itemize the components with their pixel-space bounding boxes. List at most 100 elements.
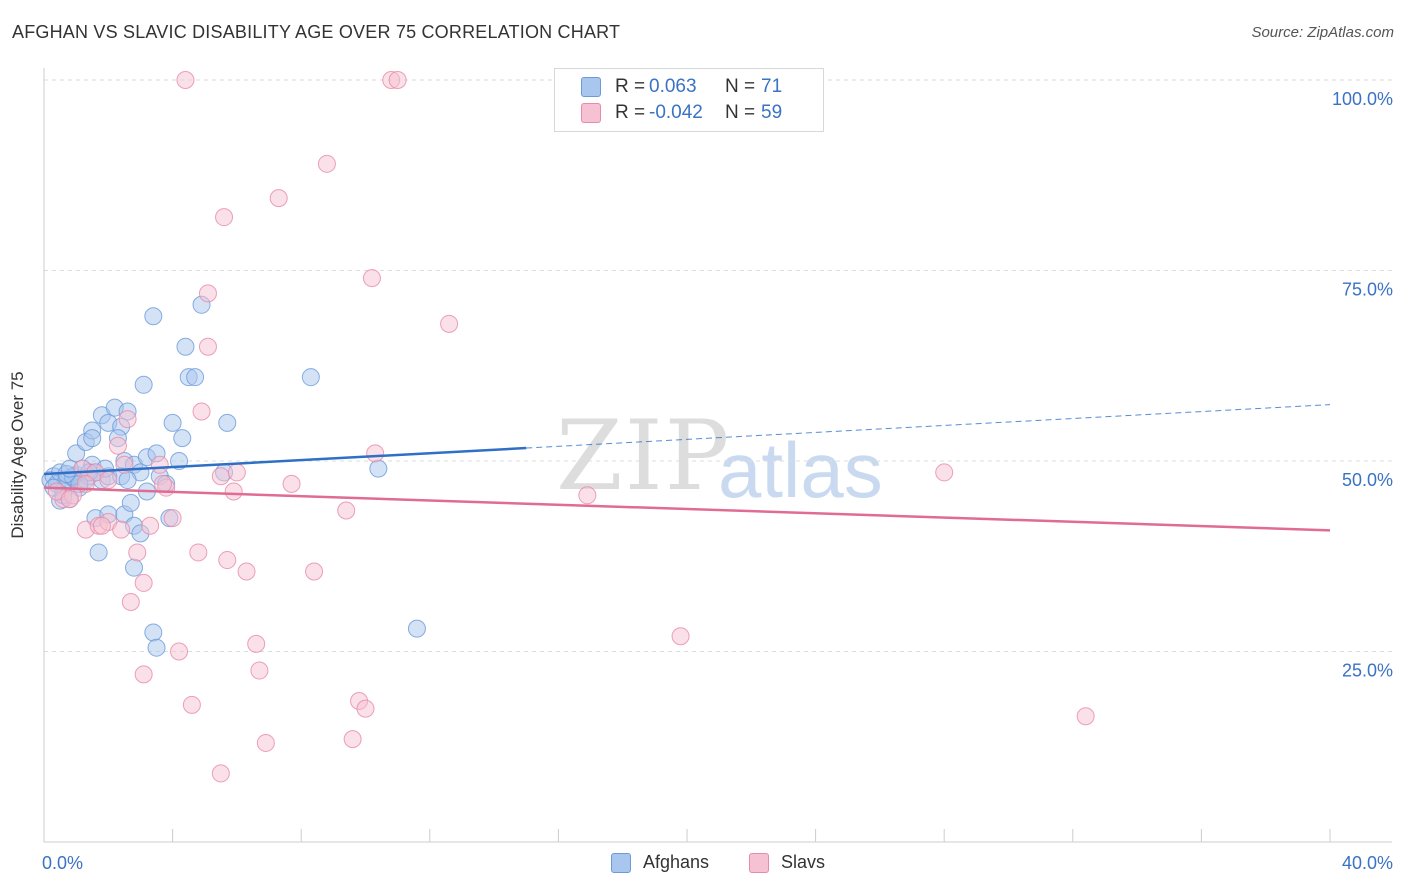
n-label: N = xyxy=(725,102,756,123)
afghans-trend-line xyxy=(43,446,527,476)
afghan-point xyxy=(407,619,426,638)
slav-point xyxy=(134,573,153,592)
slavs-trend-line xyxy=(43,486,1331,532)
slav-point xyxy=(224,482,243,501)
slav-point xyxy=(1076,707,1095,726)
y-tick-label: 25.0% xyxy=(1342,661,1393,681)
afghan-point xyxy=(89,543,108,562)
y-axis-label: Disability Age Over 75 xyxy=(8,371,27,539)
slav-point xyxy=(362,269,381,288)
stats-legend: R = 0.063 N = 71 R = -0.042 N = 59 xyxy=(554,68,824,132)
afghans-swatch xyxy=(611,852,631,873)
slav-point xyxy=(121,592,140,611)
n-label: N = xyxy=(725,76,756,97)
x-tick-label: 40.0% xyxy=(1342,853,1393,873)
afghan-point xyxy=(121,493,140,512)
slav-point xyxy=(269,189,288,208)
slav-point xyxy=(198,284,217,303)
y-tick-label: 100.0% xyxy=(1332,89,1393,109)
slav-point xyxy=(108,436,127,455)
slav-point xyxy=(170,642,189,661)
slavs-swatch xyxy=(749,852,769,873)
tick-labels: 25.0% 50.0% 75.0% 100.0% 0.0% 40.0% xyxy=(42,89,1393,873)
legend-row-slavs: R = -0.042 N = 59 xyxy=(581,101,782,125)
afghan-point xyxy=(144,623,163,642)
afghan-point xyxy=(301,368,320,387)
afghans-trend-extension xyxy=(526,404,1331,449)
watermark-atlas: atlas xyxy=(718,426,883,514)
slav-point xyxy=(153,474,172,493)
slav-point xyxy=(247,634,266,653)
slav-point xyxy=(337,501,356,520)
series-legend: Afghans Slavs xyxy=(0,852,1406,878)
legend-label-afghans: Afghans xyxy=(643,852,710,872)
afghan-point xyxy=(173,429,192,448)
afghan-point xyxy=(369,459,388,478)
slav-point xyxy=(189,543,208,562)
slav-point xyxy=(99,471,118,490)
afghan-point xyxy=(134,375,153,394)
slav-point xyxy=(366,444,385,463)
slav-point xyxy=(282,474,301,493)
afghan-point xyxy=(144,307,163,326)
legend-row-afghans: R = 0.063 N = 71 xyxy=(581,75,782,99)
slav-point xyxy=(440,314,459,333)
slav-point xyxy=(388,71,407,89)
slav-point xyxy=(250,661,269,680)
trend-lines xyxy=(43,404,1331,532)
slav-point xyxy=(211,764,230,783)
r-value: -0.042 xyxy=(649,102,703,123)
slav-point xyxy=(198,337,217,356)
slav-point xyxy=(215,208,234,227)
afghan-point xyxy=(218,413,237,432)
y-tick-label: 50.0% xyxy=(1342,470,1393,490)
slav-point xyxy=(935,463,954,482)
slav-point xyxy=(128,543,147,562)
slav-point xyxy=(218,551,237,570)
y-tick-label: 75.0% xyxy=(1342,280,1393,300)
afghan-point xyxy=(186,368,205,387)
axis-layer xyxy=(43,68,1392,843)
slavs-points xyxy=(47,71,1095,783)
x-tick-label: 0.0% xyxy=(42,853,83,873)
n-value: 71 xyxy=(761,76,783,97)
slav-point xyxy=(60,490,79,509)
slav-point xyxy=(305,562,324,581)
slav-point xyxy=(192,402,211,421)
source-label: Source: ZipAtlas.com xyxy=(1251,24,1394,41)
r-value: 0.063 xyxy=(649,76,697,97)
slav-point xyxy=(182,695,201,714)
legend-label-slavs: Slavs xyxy=(781,852,826,872)
afghan-point xyxy=(125,558,144,577)
chart-title: AFGHAN VS SLAVIC DISABILITY AGE OVER 75 … xyxy=(12,22,621,42)
slav-point xyxy=(141,516,160,535)
legend-item-afghans[interactable]: Afghans xyxy=(611,852,709,873)
slav-point xyxy=(163,509,182,528)
afghan-point xyxy=(83,429,102,448)
slav-point xyxy=(356,699,375,718)
slav-point xyxy=(317,154,336,173)
slav-point xyxy=(92,516,111,535)
r-label: R = xyxy=(615,102,646,123)
slav-point xyxy=(227,463,246,482)
n-value: 59 xyxy=(761,102,783,123)
slav-point xyxy=(671,627,690,646)
slav-point xyxy=(256,733,275,752)
slav-point xyxy=(134,665,153,684)
slav-point xyxy=(118,410,137,429)
slav-point xyxy=(343,730,362,749)
slav-point xyxy=(112,520,131,539)
slav-point xyxy=(578,486,597,505)
slav-point xyxy=(176,71,195,89)
slav-point xyxy=(150,455,169,474)
afghans-swatch xyxy=(581,77,601,97)
legend-item-slavs[interactable]: Slavs xyxy=(749,852,825,873)
slavs-swatch xyxy=(581,103,601,123)
slav-point xyxy=(211,467,230,486)
r-label: R = xyxy=(615,76,646,97)
afghan-point xyxy=(176,337,195,356)
afghan-point xyxy=(147,638,166,657)
afghan-point xyxy=(118,471,137,490)
slav-point xyxy=(237,562,256,581)
